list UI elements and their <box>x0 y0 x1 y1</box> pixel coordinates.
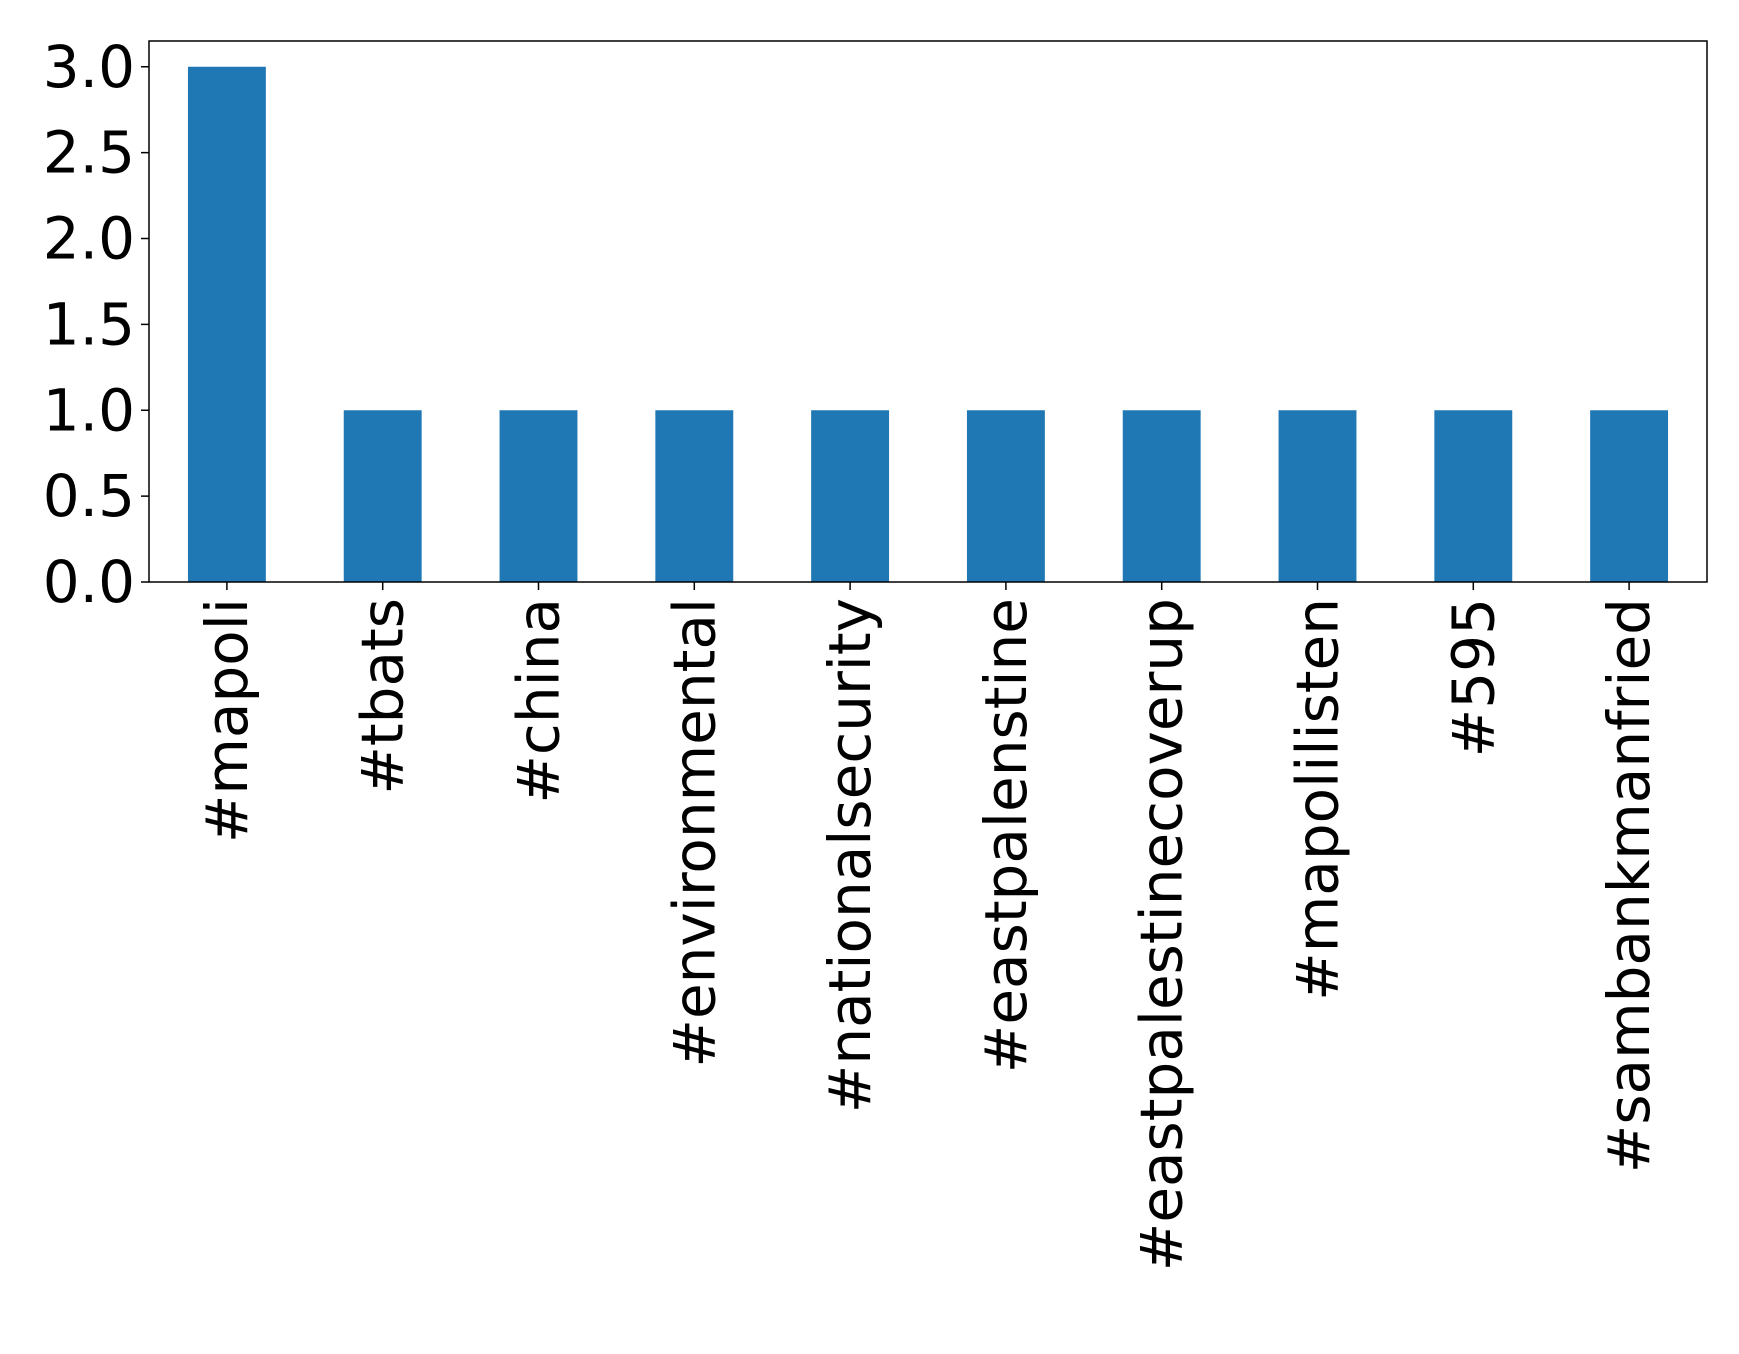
bar <box>499 410 578 582</box>
x-tick-label: #mapolilisten <box>1284 598 1352 1001</box>
bar <box>187 66 266 582</box>
bar <box>811 410 890 582</box>
bar <box>655 410 734 582</box>
x-tick-label: #mapoli <box>193 598 261 843</box>
y-tick-label: 0.0 <box>43 548 135 616</box>
plot-frame <box>148 40 1708 583</box>
x-tick-label: #595 <box>1439 598 1507 757</box>
y-tick-label: 3.0 <box>43 33 135 101</box>
x-tick-label: #nationalsecurity <box>816 598 884 1113</box>
y-tick-label: 2.0 <box>43 205 135 273</box>
bar <box>1434 410 1513 582</box>
bar <box>1278 410 1357 582</box>
x-tick-label: #china <box>505 598 573 804</box>
bar <box>966 410 1045 582</box>
x-tick-label: #eastpalenstine <box>972 598 1040 1073</box>
bar <box>1590 410 1669 582</box>
y-tick-label: 1.5 <box>43 290 135 358</box>
y-tick-label: 1.0 <box>43 376 135 444</box>
x-tick-label: #environmental <box>660 598 728 1068</box>
y-tick-label: 2.5 <box>43 119 135 187</box>
x-tick-label: #eastpalestinecoverup <box>1128 598 1196 1271</box>
x-tick-label: #sambankmanfried <box>1595 598 1663 1173</box>
x-tick-label: #tbats <box>349 598 417 795</box>
y-tick-label: 0.5 <box>43 462 135 530</box>
bar <box>1122 410 1201 582</box>
bar <box>343 410 422 582</box>
